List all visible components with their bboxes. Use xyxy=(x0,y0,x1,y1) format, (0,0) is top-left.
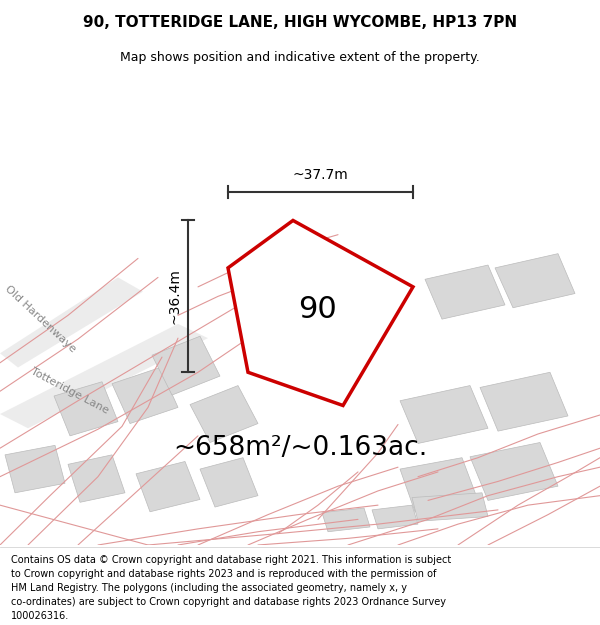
Polygon shape xyxy=(372,505,418,529)
Polygon shape xyxy=(400,386,488,444)
Polygon shape xyxy=(425,265,505,319)
Text: Contains OS data © Crown copyright and database right 2021. This information is : Contains OS data © Crown copyright and d… xyxy=(11,556,451,566)
Text: 100026316.: 100026316. xyxy=(11,611,69,621)
Polygon shape xyxy=(200,458,258,507)
Polygon shape xyxy=(400,458,478,512)
Polygon shape xyxy=(495,254,575,308)
Text: ~37.7m: ~37.7m xyxy=(293,168,349,182)
Text: ~36.4m: ~36.4m xyxy=(167,268,181,324)
Polygon shape xyxy=(54,382,118,436)
Polygon shape xyxy=(68,455,125,503)
Polygon shape xyxy=(152,336,220,395)
Polygon shape xyxy=(112,368,178,424)
Polygon shape xyxy=(228,221,413,406)
Polygon shape xyxy=(480,372,568,431)
Polygon shape xyxy=(470,442,558,501)
Text: Map shows position and indicative extent of the property.: Map shows position and indicative extent… xyxy=(120,51,480,64)
Polygon shape xyxy=(0,324,208,428)
Polygon shape xyxy=(136,461,200,512)
Text: Totteridge Lane: Totteridge Lane xyxy=(29,366,110,416)
Text: HM Land Registry. The polygons (including the associated geometry, namely x, y: HM Land Registry. The polygons (includin… xyxy=(11,583,407,593)
Polygon shape xyxy=(0,278,143,368)
Polygon shape xyxy=(322,508,370,532)
Polygon shape xyxy=(5,446,65,493)
Polygon shape xyxy=(190,386,258,442)
Text: ~658m²/~0.163ac.: ~658m²/~0.163ac. xyxy=(173,435,427,461)
Text: co-ordinates) are subject to Crown copyright and database rights 2023 Ordnance S: co-ordinates) are subject to Crown copyr… xyxy=(11,598,446,608)
Text: to Crown copyright and database rights 2023 and is reproduced with the permissio: to Crown copyright and database rights 2… xyxy=(11,569,436,579)
Text: Old Hardenwaye: Old Hardenwaye xyxy=(2,284,77,354)
Text: 90, TOTTERIDGE LANE, HIGH WYCOMBE, HP13 7PN: 90, TOTTERIDGE LANE, HIGH WYCOMBE, HP13 … xyxy=(83,15,517,30)
Text: 90: 90 xyxy=(299,295,337,324)
Polygon shape xyxy=(412,492,488,521)
